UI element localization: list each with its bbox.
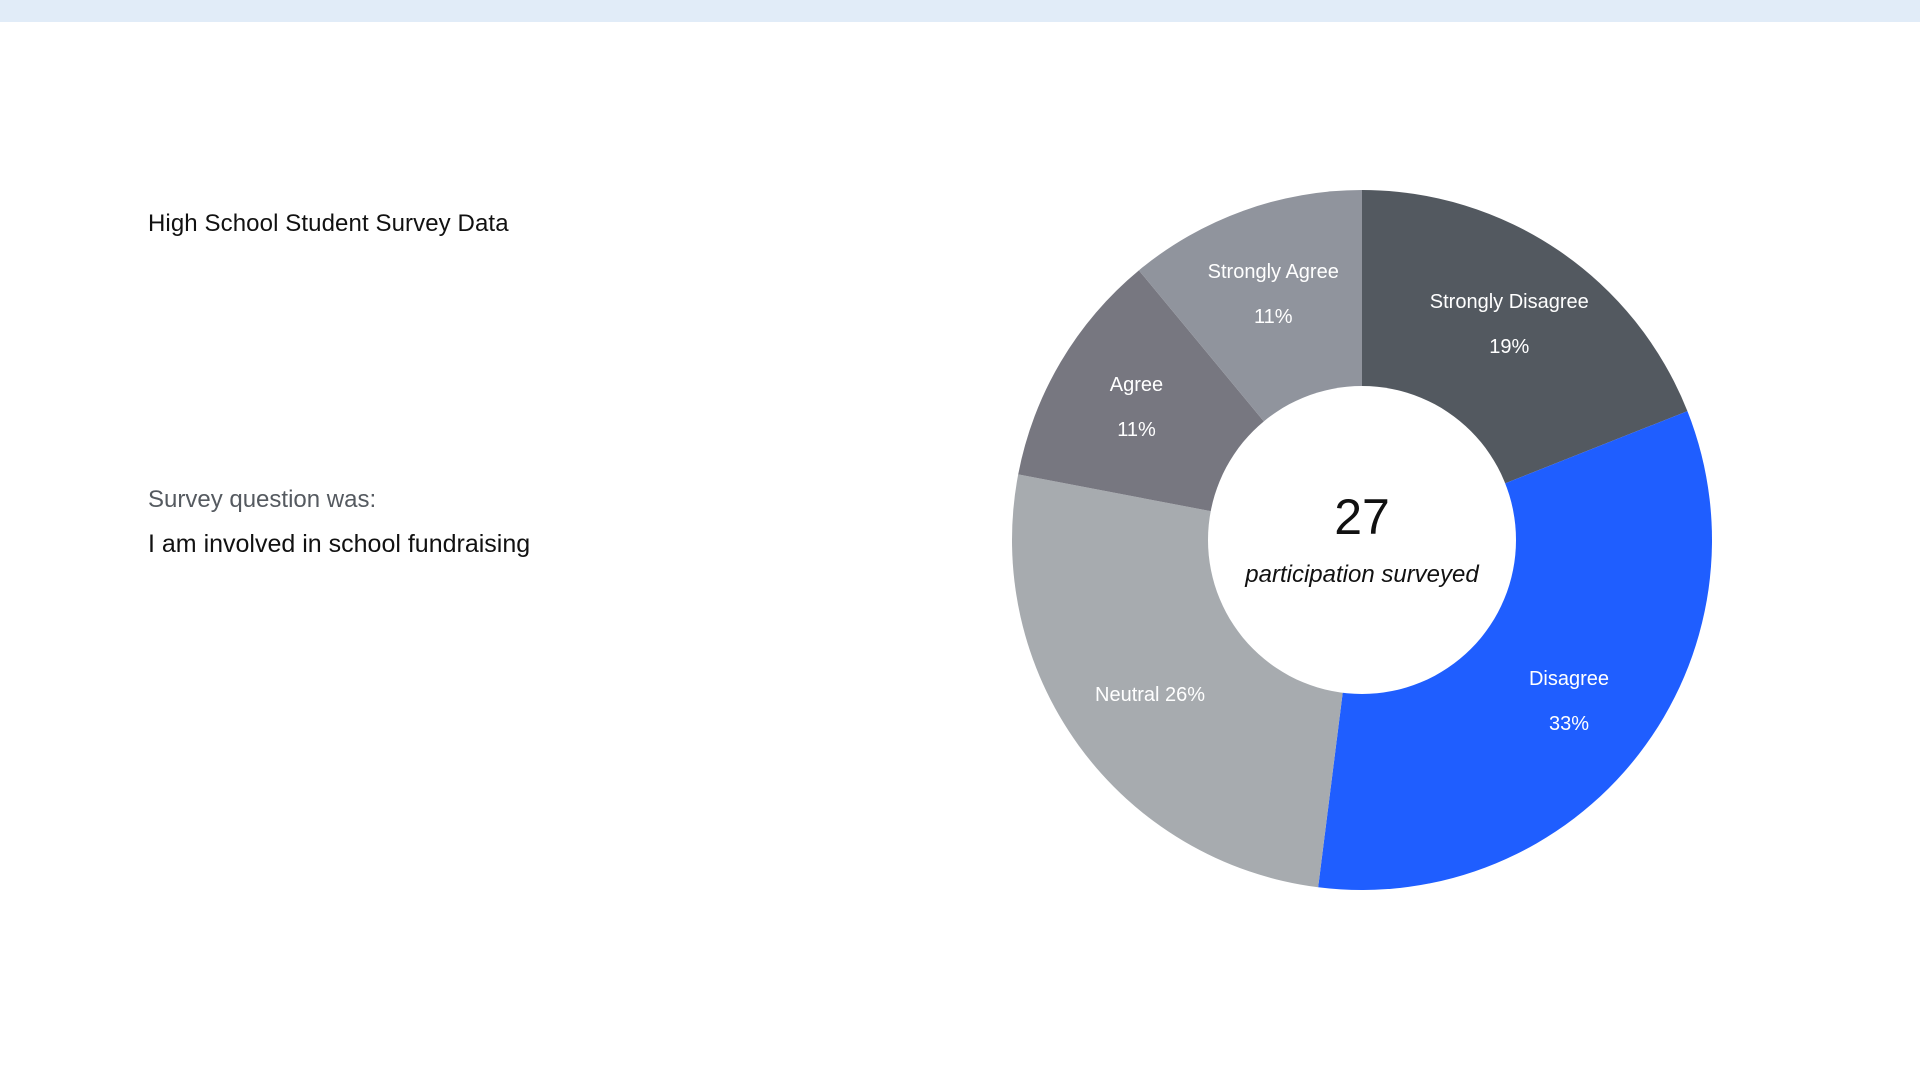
- slice-label-strongly-disagree-value: 19%: [1489, 336, 1529, 358]
- slice-label-strongly-agree: Strongly Agree: [1208, 261, 1339, 283]
- slice-label-disagree: Disagree: [1529, 668, 1609, 690]
- slice-labels: Strongly Disagree 19% Disagree 33% Neutral 2…: [1095, 261, 1609, 735]
- question-label: Survey question was:: [148, 486, 377, 513]
- center-value: 27: [1334, 489, 1390, 545]
- slice-label-strongly-agree-value: 11%: [1254, 306, 1293, 328]
- question-text: I am involved in school fundraising: [148, 530, 531, 558]
- slice-label-agree-value: 11%: [1117, 419, 1156, 441]
- slice-label-agree: Agree: [1110, 374, 1163, 396]
- slice-label-disagree-value: 33%: [1549, 713, 1589, 735]
- center-label: participation surveyed: [1244, 561, 1479, 588]
- slice-label-strongly-disagree: Strongly Disagree: [1430, 291, 1589, 313]
- donut-hole: [1208, 386, 1516, 694]
- slide-title: High School Student Survey Data: [148, 210, 509, 237]
- top-accent-bar: [0, 0, 1920, 22]
- slice-label-neutral: Neutral 26%: [1095, 684, 1205, 706]
